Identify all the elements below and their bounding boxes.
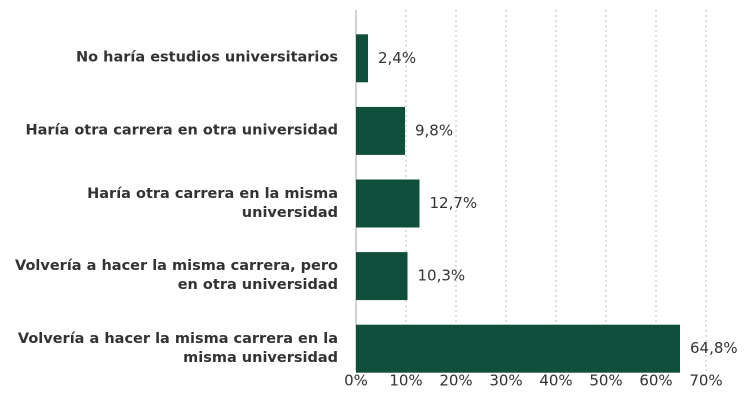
x-tick-label: 30%: [489, 372, 522, 390]
x-tick-label: 60%: [639, 372, 672, 390]
y-tick-label: Volvería a hacer la misma carrera, pero …: [15, 258, 338, 294]
x-tick-label: 50%: [589, 372, 622, 390]
x-tick-label: 0%: [344, 372, 368, 390]
value-label: 10,3%: [418, 267, 466, 285]
bar: [356, 34, 368, 83]
bar: [356, 106, 405, 155]
bar: [356, 324, 680, 373]
y-tick-label: Haría otra carrera en la misma universid…: [87, 185, 338, 221]
value-label: 2,4%: [378, 49, 416, 67]
x-tick-label: 70%: [689, 372, 722, 390]
x-tick-label: 20%: [439, 372, 472, 390]
x-tick-label: 10%: [389, 372, 422, 390]
y-tick-label: Haría otra carrera en otra universidad: [25, 122, 338, 139]
value-label: 12,7%: [430, 194, 478, 212]
value-label: 9,8%: [415, 121, 453, 139]
x-tick-label: 40%: [539, 372, 572, 390]
y-tick-label: No haría estudios universitarios: [76, 49, 338, 66]
value-label: 64,8%: [690, 339, 738, 357]
bar: [356, 252, 408, 301]
y-tick-label: Volvería a hacer la misma carrera en la …: [17, 330, 338, 366]
bar: [356, 179, 420, 228]
